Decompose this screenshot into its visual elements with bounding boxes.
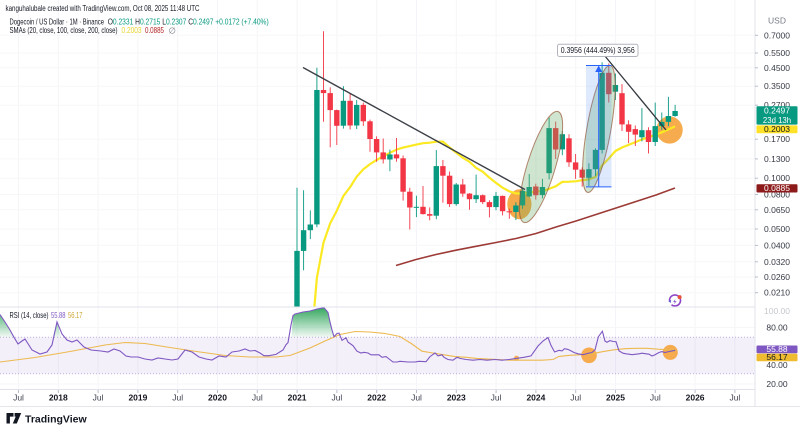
svg-text:Jul: Jul	[93, 393, 104, 403]
svg-text:0.0210: 0.0210	[764, 288, 790, 298]
svg-text:0.0800: 0.0800	[764, 190, 790, 200]
svg-text:56.17: 56.17	[766, 352, 788, 362]
svg-text:O0.2331 H0.2715 L0.2307 C0.249: O0.2331 H0.2715 L0.2307 C0.2497 +0.0172 …	[108, 17, 269, 26]
svg-text:2018: 2018	[49, 393, 68, 403]
svg-text:0.2497: 0.2497	[764, 106, 790, 116]
svg-text:0.0650: 0.0650	[764, 205, 790, 215]
svg-text:0.4500: 0.4500	[764, 63, 790, 73]
svg-text:∅: ∅	[169, 25, 177, 35]
svg-text:80.00: 80.00	[766, 323, 788, 333]
svg-text:2026: 2026	[686, 393, 705, 403]
svg-text:0.2003: 0.2003	[764, 124, 790, 134]
svg-text:Jul: Jul	[729, 393, 740, 403]
svg-text:2025: 2025	[606, 393, 625, 403]
svg-text:100.00: 100.00	[764, 306, 790, 316]
svg-text:Jul: Jul	[411, 393, 422, 403]
svg-text:2020: 2020	[208, 393, 227, 403]
svg-text:0.0320: 0.0320	[764, 257, 790, 267]
svg-text:0.0885: 0.0885	[145, 26, 164, 35]
svg-text:0.1000: 0.1000	[764, 173, 790, 183]
svg-text:Jul: Jul	[570, 393, 581, 403]
svg-text:2023: 2023	[447, 393, 466, 403]
svg-text:0.0500: 0.0500	[764, 224, 790, 234]
svg-text:2019: 2019	[128, 393, 147, 403]
svg-text:Jul: Jul	[252, 393, 263, 403]
svg-text:2021: 2021	[288, 393, 307, 403]
svg-text:0.1300: 0.1300	[764, 154, 790, 164]
svg-text:0.3956 (444.49%) 3,956: 0.3956 (444.49%) 3,956	[561, 46, 635, 55]
svg-text:55.88: 55.88	[51, 311, 66, 320]
svg-text:2022: 2022	[367, 393, 386, 403]
svg-text:Dogecoin / US Dollar · 1M · Bi: Dogecoin / US Dollar · 1M · Binance	[10, 17, 105, 26]
svg-text:kanguhalubale created with Tra: kanguhalubale created with TradingView.c…	[6, 4, 200, 13]
svg-text:2024: 2024	[526, 393, 545, 403]
svg-text:0.2700: 0.2700	[764, 100, 790, 110]
svg-text:SMAs (20, close, 100, close, 2: SMAs (20, close, 100, close, 200, close)	[10, 26, 118, 35]
svg-text:USD: USD	[768, 16, 786, 26]
svg-text:0.2003: 0.2003	[122, 26, 142, 35]
svg-text:0.0260: 0.0260	[764, 272, 790, 282]
svg-text:56.17: 56.17	[68, 311, 83, 320]
svg-text:0.7000: 0.7000	[764, 30, 790, 40]
svg-text:0.3500: 0.3500	[764, 81, 790, 91]
svg-text:Jul: Jul	[491, 393, 502, 403]
svg-text:Jul: Jul	[172, 393, 183, 403]
svg-text:Jul: Jul	[331, 393, 342, 403]
svg-text:0.5500: 0.5500	[764, 48, 790, 58]
svg-text:Jul: Jul	[650, 393, 661, 403]
svg-text:40.00: 40.00	[766, 360, 788, 370]
svg-text:TradingView: TradingView	[25, 414, 87, 426]
svg-text:Jul: Jul	[13, 393, 24, 403]
svg-text:20.00: 20.00	[766, 379, 788, 389]
svg-text:RSI (14, close): RSI (14, close)	[10, 311, 49, 320]
svg-text:23d 13h: 23d 13h	[763, 116, 791, 125]
svg-text:55.88: 55.88	[766, 344, 788, 354]
svg-text:0.1700: 0.1700	[764, 134, 790, 144]
svg-text:0.0400: 0.0400	[764, 240, 790, 250]
svg-text:0.0885: 0.0885	[764, 183, 790, 193]
